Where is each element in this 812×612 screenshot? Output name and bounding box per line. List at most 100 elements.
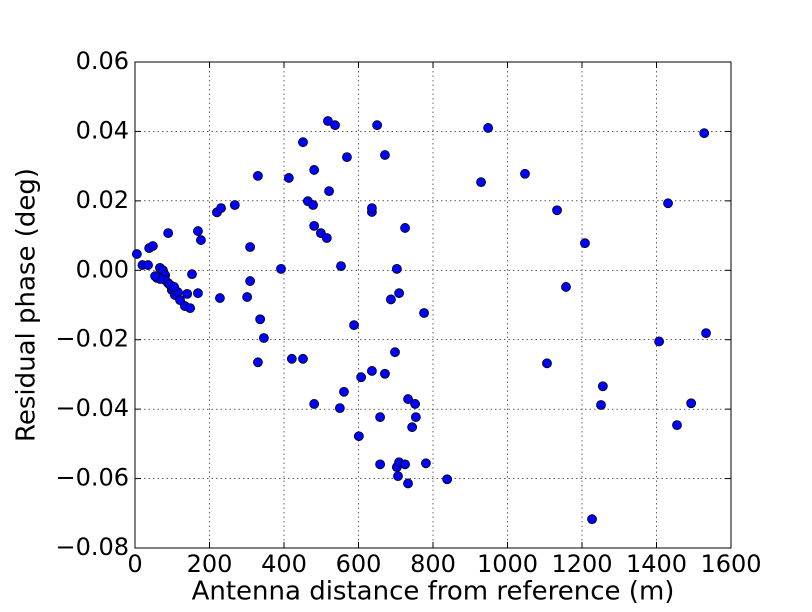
point bbox=[580, 238, 590, 249]
point bbox=[342, 152, 352, 163]
point bbox=[520, 168, 530, 179]
x-tick-label: 0 bbox=[127, 550, 142, 578]
point bbox=[391, 263, 402, 274]
point bbox=[253, 170, 263, 181]
point bbox=[552, 205, 562, 216]
point bbox=[336, 261, 346, 272]
point bbox=[309, 165, 320, 175]
point bbox=[245, 276, 256, 286]
point bbox=[356, 372, 367, 383]
point bbox=[483, 123, 494, 133]
y-axis-label: Residual phase (deg) bbox=[12, 168, 42, 442]
point bbox=[255, 314, 266, 325]
point bbox=[403, 394, 413, 404]
point bbox=[147, 241, 158, 251]
point bbox=[375, 412, 386, 423]
x-tick-label: 800 bbox=[410, 550, 456, 578]
point bbox=[215, 293, 225, 303]
point bbox=[597, 381, 608, 392]
y-tick-label: 0.04 bbox=[76, 116, 129, 144]
x-axis-label: Antenna distance from reference (m) bbox=[192, 577, 675, 607]
point bbox=[596, 400, 606, 410]
point bbox=[349, 320, 359, 331]
point bbox=[421, 458, 431, 469]
point bbox=[686, 398, 697, 409]
point bbox=[169, 282, 180, 292]
point bbox=[701, 328, 711, 339]
point bbox=[185, 303, 196, 314]
point bbox=[286, 353, 297, 364]
point bbox=[150, 271, 161, 282]
point bbox=[283, 173, 294, 183]
point bbox=[654, 336, 665, 347]
point bbox=[400, 223, 410, 233]
y-tick-label: 0.02 bbox=[76, 186, 129, 214]
point bbox=[419, 308, 429, 318]
point bbox=[367, 203, 377, 214]
point bbox=[367, 366, 377, 376]
point bbox=[542, 358, 552, 369]
point bbox=[216, 203, 226, 214]
point bbox=[330, 120, 340, 131]
point bbox=[182, 288, 193, 299]
point bbox=[393, 471, 403, 482]
point bbox=[298, 353, 308, 364]
x-tick-label: 1600 bbox=[700, 550, 761, 578]
point bbox=[229, 200, 240, 210]
y-tick-label: −0.06 bbox=[55, 464, 129, 492]
plot-frame bbox=[134, 61, 732, 549]
point bbox=[245, 242, 256, 252]
point bbox=[276, 263, 286, 274]
point bbox=[442, 474, 453, 485]
point bbox=[375, 459, 386, 470]
y-tick-label: −0.08 bbox=[55, 533, 129, 561]
y-tick-label: 0.00 bbox=[76, 255, 129, 283]
x-tick-label: 400 bbox=[261, 550, 307, 578]
point bbox=[587, 514, 597, 525]
x-tick-label: 600 bbox=[336, 550, 382, 578]
point bbox=[309, 220, 320, 231]
point bbox=[380, 150, 390, 160]
point bbox=[353, 431, 364, 442]
point bbox=[386, 294, 396, 305]
point bbox=[324, 186, 334, 197]
point bbox=[663, 198, 673, 209]
point bbox=[187, 269, 197, 280]
point bbox=[258, 333, 269, 343]
point bbox=[394, 288, 405, 299]
point bbox=[672, 420, 682, 431]
x-tick-label: 1000 bbox=[477, 550, 538, 578]
point bbox=[380, 368, 390, 379]
point bbox=[403, 478, 413, 489]
x-tick-label: 1200 bbox=[551, 550, 612, 578]
point bbox=[253, 357, 263, 368]
point bbox=[390, 347, 400, 358]
point bbox=[196, 235, 206, 245]
point bbox=[242, 292, 253, 302]
y-tick-label: 0.06 bbox=[76, 47, 129, 75]
y-tick-label: −0.04 bbox=[55, 394, 129, 422]
point bbox=[193, 226, 203, 236]
point bbox=[699, 128, 710, 139]
point bbox=[308, 200, 318, 210]
point bbox=[339, 386, 349, 397]
point bbox=[561, 282, 571, 292]
point bbox=[334, 403, 345, 414]
point bbox=[321, 233, 332, 243]
point bbox=[131, 249, 142, 259]
point bbox=[309, 399, 320, 409]
x-tick-label: 200 bbox=[187, 550, 233, 578]
point bbox=[298, 137, 308, 148]
x-tick-label: 1400 bbox=[626, 550, 687, 578]
point bbox=[410, 399, 421, 409]
point bbox=[372, 120, 383, 131]
point bbox=[476, 177, 486, 188]
point bbox=[193, 288, 203, 299]
point bbox=[400, 459, 410, 470]
point bbox=[410, 412, 421, 423]
point bbox=[163, 228, 174, 239]
point bbox=[143, 260, 153, 270]
